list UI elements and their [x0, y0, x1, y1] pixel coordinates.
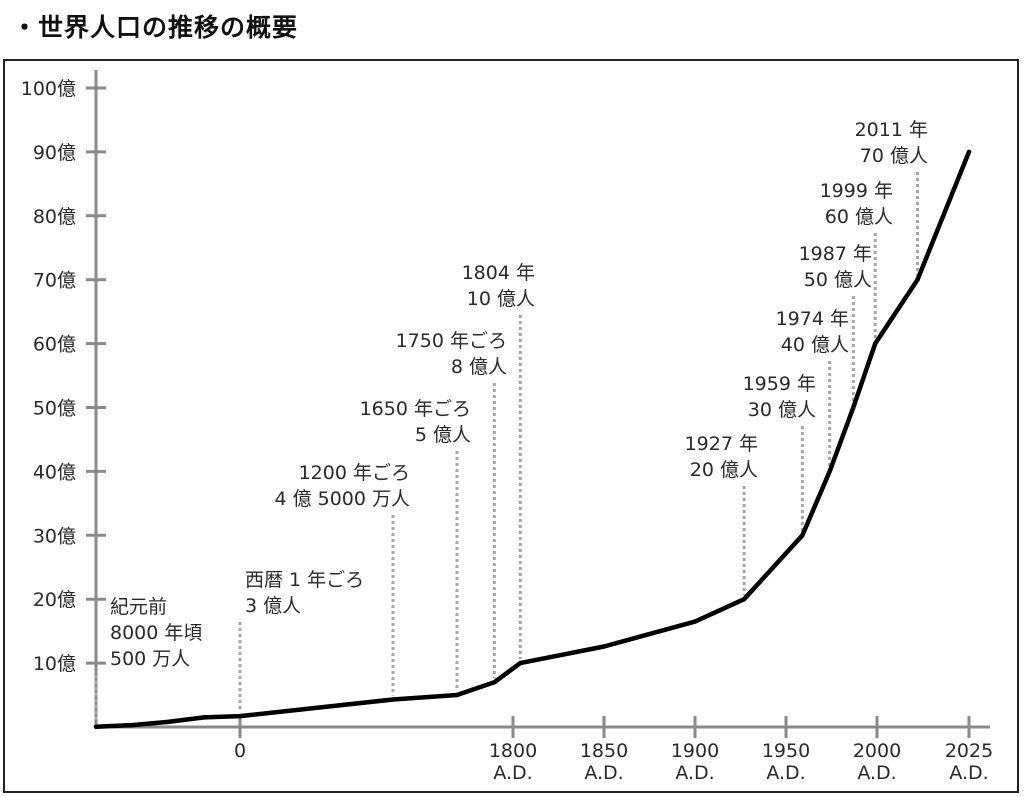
x-tick-label: A.D.	[857, 762, 896, 784]
annotation-label: 1974 年	[776, 308, 849, 330]
data-point	[741, 597, 747, 602]
data-point	[454, 692, 460, 698]
data-point	[492, 680, 497, 685]
data-point	[851, 405, 856, 410]
y-tick-label: 10億	[33, 653, 76, 675]
y-tick-label: 80億	[33, 206, 76, 228]
page-title: ・世界人口の推移の概要	[12, 13, 299, 42]
annotation-label: 30 億人	[748, 399, 816, 421]
annotation-label: 紀元前	[110, 596, 167, 618]
data-point	[827, 469, 832, 474]
annotation-label: 1200 年ごろ	[299, 462, 410, 484]
annotation-label: 1959 年	[743, 373, 816, 395]
annotation-label: 500 万人	[110, 648, 190, 670]
y-tick-label: 40億	[33, 461, 76, 483]
annotation-label: 3 億人	[245, 595, 301, 617]
y-tick-label: 30億	[33, 525, 76, 547]
chart-frame	[3, 59, 1019, 793]
data-point	[692, 619, 698, 624]
annotation-label: 1999 年	[820, 180, 893, 202]
data-point	[237, 713, 243, 719]
annotation-label: 1804 年	[462, 262, 535, 284]
x-tick-label: 1900	[671, 740, 719, 762]
annotation-label: 40 億人	[781, 334, 849, 356]
y-tick-label: 50億	[33, 398, 76, 420]
annotation-label: 4 億 5000 万人	[274, 488, 410, 510]
annotation-label: 10 億人	[467, 288, 535, 310]
data-point	[201, 715, 207, 720]
y-tick-label: 60億	[33, 334, 76, 356]
x-tick-label: 0	[234, 740, 246, 762]
annotation-label: 70 億人	[860, 145, 928, 167]
x-tick-label: 1950	[762, 740, 810, 762]
x-tick-label: A.D.	[493, 762, 532, 784]
x-tick-label: A.D.	[675, 762, 714, 784]
x-tick-label: 2025	[945, 740, 993, 762]
y-tick-label: 90億	[33, 142, 76, 164]
x-tick-label: 1850	[580, 740, 628, 762]
annotation-label: 5 億人	[415, 424, 471, 446]
annotation-label: 1650 年ごろ	[360, 398, 471, 420]
x-tick-label: A.D.	[584, 762, 623, 784]
data-point	[915, 277, 920, 282]
data-point	[518, 660, 523, 666]
y-tick-label: 20億	[33, 589, 76, 611]
y-tick-label: 100億	[21, 78, 76, 100]
y-tick-label: 70億	[33, 270, 76, 292]
annotation-label: 20 億人	[690, 459, 758, 481]
annotation-label: 50 億人	[804, 269, 872, 291]
annotation-label: 8 億人	[451, 356, 507, 378]
x-tick-label: A.D.	[766, 762, 805, 784]
x-tick-label: 2000	[853, 740, 901, 762]
x-tick-label: 1800	[489, 740, 537, 762]
population-line	[93, 149, 972, 729]
annotation-label: 1987 年	[799, 243, 872, 265]
data-point	[390, 697, 396, 702]
annotation-label: 60 億人	[825, 206, 893, 228]
annotation-label: 1750 年ごろ	[396, 330, 507, 352]
x-tick-label: A.D.	[949, 762, 988, 784]
data-point	[601, 644, 607, 649]
annotation-label: 1927 年	[685, 433, 758, 455]
annotation-label: 8000 年頃	[110, 622, 202, 644]
data-point	[966, 149, 972, 155]
data-point	[129, 722, 135, 728]
data-point	[165, 719, 171, 725]
annotation-label: 2011 年	[855, 119, 928, 141]
annotation-label: 西暦 1 年ごろ	[245, 569, 364, 591]
data-point	[93, 724, 99, 729]
data-point	[873, 341, 878, 346]
data-point	[800, 533, 805, 538]
